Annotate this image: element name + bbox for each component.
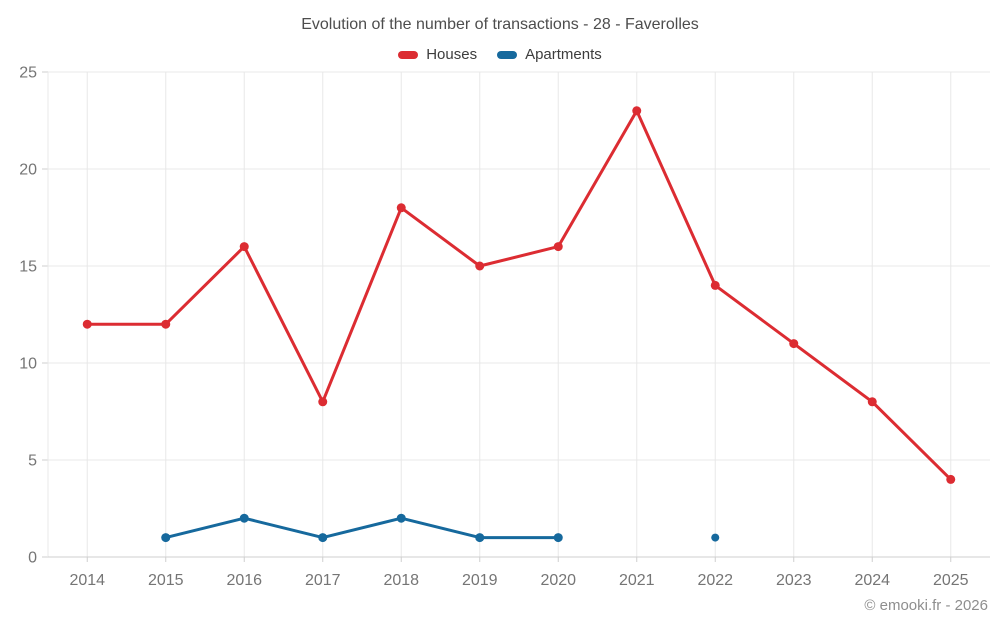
point-houses-2019[interactable] [475,261,485,271]
x-axis-label: 2015 [148,572,184,589]
point-apartments-2016[interactable] [239,513,249,523]
chart-title: Evolution of the number of transactions … [301,16,699,33]
point-houses-2015[interactable] [161,319,171,329]
point-houses-2016[interactable] [239,242,249,252]
legend-swatch-apartments [497,50,518,59]
point-houses-2018[interactable] [396,203,406,213]
x-axis-label: 2025 [933,572,969,589]
legend-swatch-houses [398,50,419,59]
point-apartments-2015[interactable] [161,533,171,543]
x-axis-label: 2023 [776,572,812,589]
point-houses-2022[interactable] [710,280,720,290]
point-apartments-2022[interactable] [711,533,720,542]
legend-item-houses[interactable]: Houses [398,46,477,63]
point-houses-2025[interactable] [946,474,956,484]
x-axis-label: 2016 [226,572,262,589]
point-houses-2017[interactable] [318,397,328,407]
x-axis-label: 2018 [383,572,419,589]
x-axis-label: 2022 [697,572,733,589]
line-houses [85,109,953,481]
legend: Houses Apartments [0,46,1000,63]
legend-label-apartments: Apartments [525,46,602,63]
legend-item-apartments[interactable]: Apartments [497,46,602,63]
point-apartments-2018[interactable] [396,513,406,523]
x-axis-label: 2014 [69,572,105,589]
x-axis-label: 2021 [619,572,655,589]
x-axis-label: 2024 [854,572,890,589]
point-apartments-2020[interactable] [553,533,563,543]
legend-label-houses: Houses [426,46,478,63]
y-axis-label: 15 [19,259,37,276]
y-axis-label: 10 [19,356,37,373]
y-axis-label: 25 [19,65,37,82]
point-houses-2021[interactable] [632,106,642,116]
point-apartments-2019[interactable] [475,533,485,543]
x-axis-label: 2019 [462,572,498,589]
line-apartments [164,516,560,540]
point-apartments-2017[interactable] [318,533,328,543]
point-houses-2023[interactable] [789,339,799,349]
point-houses-2014[interactable] [82,319,92,329]
copyright-credit: © emooki.fr - 2026 [864,597,988,614]
y-axis-label: 20 [19,162,37,179]
x-axis-label: 2017 [305,572,341,589]
point-houses-2020[interactable] [553,242,563,252]
point-houses-2024[interactable] [867,397,877,407]
y-axis-label: 5 [28,453,37,470]
y-axis-label: 0 [28,550,37,567]
x-axis-label: 2020 [540,572,576,589]
